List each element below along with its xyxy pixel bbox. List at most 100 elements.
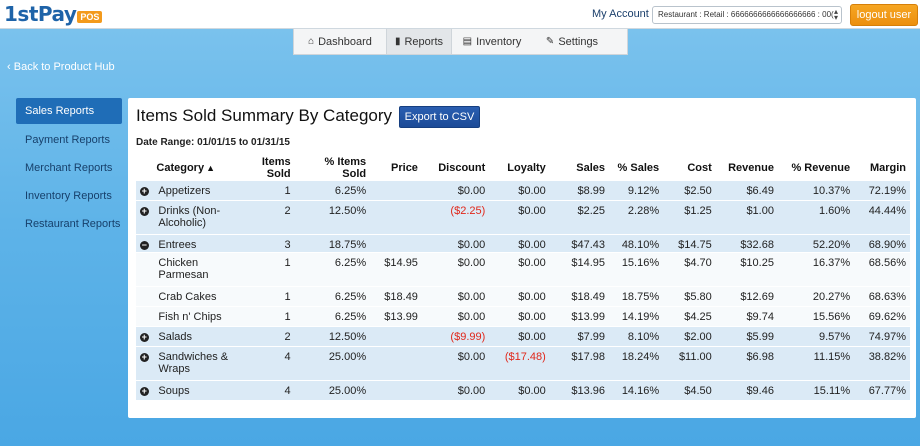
column-header[interactable]: Discount [438,162,486,174]
table-cell: Fish n' Chips [152,306,239,327]
table-cell: $7.99 [549,326,610,347]
toggle-cell: + [136,380,153,401]
sidebar-item-merchant-reports[interactable]: Merchant Reports [25,162,113,174]
table-cell: 52.20% [777,234,855,253]
column-header[interactable]: Cost [687,162,712,174]
table-cell: 18.75% [609,286,664,307]
expand-icon[interactable]: + [139,206,149,216]
table-cell: $13.99 [549,306,610,327]
category-row[interactable]: − Entrees 3 18.75% $0.00 $0.00 $47.43 48.10% $14… [136,234,910,253]
toggle-cell [136,286,153,307]
column-header[interactable]: % Sales [617,162,660,174]
category-row[interactable]: + Sandwiches & Wraps 4 25.00% $0.00 ($17.48) $… [136,346,910,381]
table-cell: $14.95 [370,252,422,287]
expand-icon[interactable]: + [139,332,149,342]
table-cell: $0.00 [421,306,490,327]
table-cell: 10.37% [777,180,855,201]
expand-icon[interactable]: + [139,386,149,396]
sidebar-item-restaurant-reports[interactable]: Restaurant Reports [25,218,121,230]
column-header[interactable]: Sales [576,162,606,174]
column-header[interactable]: Revenue [728,162,774,174]
table-cell: $0.00 [421,180,490,201]
category-row[interactable]: + Drinks (Non-Alcoholic) 2 12.50% ($2.25) $0.… [136,200,910,235]
tab-label: Settings [558,35,599,48]
table-cell: $9.74 [715,306,778,327]
tab-dashboard[interactable]: ⌂ Dashboard [294,29,386,54]
table-cell [370,326,422,347]
table-header-row: Category ▲ Items Sold % Items Sold Price … [136,156,910,181]
merchant-select[interactable]: Restaurant : Retail : 666666666666666666… [652,6,842,24]
column-header[interactable]: % Items Sold [324,156,367,180]
tab-reports[interactable]: ▮ Reports [386,29,452,54]
table-cell: Salads [152,326,239,347]
toggle-cell: + [136,200,153,235]
table-cell: 1 [238,306,295,327]
table-cell [370,234,422,253]
table-cell: $2.00 [663,326,716,347]
table-cell: 14.19% [609,306,664,327]
item-row: Fish n' Chips 1 6.25% $13.99 $0.00 $0.00 $13.9… [136,306,910,327]
table-cell: 11.15% [777,346,855,381]
table-icon: ▤ [462,36,473,47]
category-row[interactable]: + Appetizers 1 6.25% $0.00 $0.00 $8.99 9.12% $2.… [136,180,910,201]
table-cell: $0.00 [489,234,550,253]
main-nav: ⌂ Dashboard ▮ Reports ▤ Inventory ✎ Sett… [293,29,628,55]
table-cell: 9.12% [609,180,664,201]
tab-label: Dashboard [318,35,372,48]
column-header-label: Category [156,162,205,174]
table-cell: 1 [238,252,295,287]
table-cell: 6.25% [294,252,371,287]
category-row[interactable]: + Soups 4 25.00% $0.00 $0.00 $13.96 14.16% $4.50… [136,380,910,401]
table-cell: $2.25 [549,200,610,235]
expand-icon[interactable]: + [139,186,149,196]
table-cell: $47.43 [549,234,610,253]
back-to-product-hub-link[interactable]: ‹ Back to Product Hub [7,61,115,73]
top-bar: 1stPay POS My Account Restaurant : Retai… [0,0,920,29]
sidebar-item-payment-reports[interactable]: Payment Reports [25,134,110,146]
item-row: Chicken Parmesan 1 6.25% $14.95 $0.00 $0.00 $1… [136,252,910,287]
table-cell: 15.56% [777,306,855,327]
table-cell: $5.80 [663,286,716,307]
table-cell: ($17.48) [489,346,550,381]
table-cell: Chicken Parmesan [152,252,239,287]
export-csv-button[interactable]: Export to CSV [399,106,480,128]
table-cell [370,200,422,235]
toggle-cell: + [136,346,153,381]
logout-button[interactable]: logout user [850,4,918,26]
column-header[interactable]: Items Sold [261,156,291,180]
table-cell: Appetizers [152,180,239,201]
column-header[interactable]: Price [391,162,418,174]
column-header-category[interactable]: Category ▲ [152,156,238,181]
table-cell: $6.98 [715,346,778,381]
logo-text: 1stPay [4,2,77,26]
column-header[interactable]: % Revenue [791,162,851,174]
table-cell: 12.50% [294,200,371,235]
table-cell: 4 [238,380,295,401]
column-header[interactable]: Loyalty [507,162,546,174]
table-cell: 68.63% [854,286,910,307]
category-row[interactable]: + Salads 2 12.50% ($9.99) $0.00 $7.99 8.10% $2.0… [136,326,910,347]
table-cell: $0.00 [489,180,550,201]
collapse-icon[interactable]: − [139,240,149,250]
table-cell: $1.00 [715,200,778,235]
sidebar-item-sales-reports[interactable]: Sales Reports [16,98,122,124]
wrench-icon: ✎ [545,36,555,47]
table-cell: $0.00 [489,306,550,327]
expand-icon[interactable]: + [139,352,149,362]
table-cell: 2 [238,200,295,235]
page-title: Items Sold Summary By Category [136,106,393,125]
table-cell: $2.50 [663,180,716,201]
sidebar-item-inventory-reports[interactable]: Inventory Reports [25,190,112,202]
logo-pos-badge: POS [77,11,103,23]
table-cell: $0.00 [421,286,490,307]
tab-settings[interactable]: ✎ Settings [532,29,612,54]
column-header[interactable]: Margin [869,162,906,174]
logo[interactable]: 1stPay POS [4,2,103,26]
table-cell: $0.00 [489,252,550,287]
my-account-link[interactable]: My Account [592,8,649,20]
tab-inventory[interactable]: ▤ Inventory [452,29,532,54]
table-cell: 20.27% [777,286,855,307]
toggle-column-header [136,156,152,181]
table-cell: 44.44% [854,200,910,235]
table-cell: 18.24% [609,346,664,381]
